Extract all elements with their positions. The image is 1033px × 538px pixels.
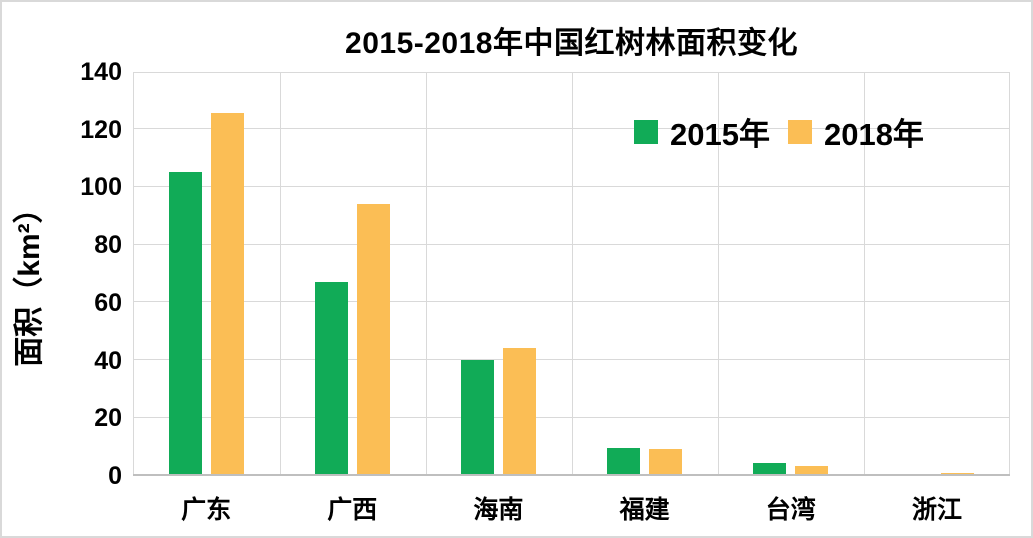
gridline-h-100: [134, 185, 1009, 187]
gridline-h-20: [134, 416, 1009, 418]
bar-group-广东: [134, 73, 280, 475]
y-tick-60: 60: [94, 288, 122, 317]
legend-swatch-2018: [787, 119, 812, 144]
y-tick-140: 140: [80, 58, 122, 86]
y-tick-120: 120: [80, 115, 122, 144]
bar-2015年-海南: [461, 359, 495, 475]
bar-group-台湾: [717, 73, 863, 475]
bar-2018年-广西: [357, 203, 391, 475]
y-axis-title: 面积（km²）: [13, 193, 46, 367]
x-label-福建: 福建: [619, 496, 670, 524]
bar-group-广西: [280, 73, 426, 475]
gridline-h-60: [134, 301, 1009, 303]
bar-2018年-福建: [648, 449, 682, 475]
y-tick-100: 100: [80, 173, 122, 202]
y-tick-0: 0: [108, 462, 122, 490]
x-label-台湾: 台湾: [765, 496, 816, 524]
bar-2015年-广东: [169, 172, 203, 475]
legend-item-2015: 2015年: [634, 109, 770, 154]
gridline-h-40: [134, 359, 1009, 361]
y-tick-80: 80: [94, 231, 122, 260]
y-tick-20: 20: [94, 404, 122, 433]
x-label-广西: 广西: [327, 496, 378, 524]
x-axis-labels: 广东 广西 海南 福建 台湾 浙江: [133, 490, 1010, 526]
legend-label-2015: 2015年: [670, 117, 770, 152]
gridline-v-3: [572, 73, 573, 475]
bar-group-海南: [426, 73, 572, 475]
gridline-v-2: [425, 73, 427, 475]
gridline-h-80: [134, 243, 1009, 245]
gridline-v-5: [864, 73, 866, 475]
bar-2015年-广西: [315, 281, 349, 475]
y-tick-40: 40: [94, 346, 122, 375]
x-label-浙江: 浙江: [911, 496, 962, 524]
legend-item-2018: 2018年: [787, 109, 924, 154]
bar-2015年-福建: [606, 447, 640, 475]
x-label-海南: 海南: [473, 496, 524, 524]
legend: 2015年 2018年: [634, 109, 924, 154]
gridline-v-1: [279, 73, 281, 475]
chart-title: 2015-2018年中国红树林面积变化: [345, 27, 798, 60]
bar-groups: [134, 73, 1009, 475]
bar-2018年-台湾: [794, 466, 828, 475]
bar-group-福建: [571, 73, 717, 475]
bar-2018年-广东: [211, 112, 245, 475]
bar-2018年-浙江: [940, 472, 974, 475]
bar-2018年-海南: [503, 348, 537, 475]
x-label-广东: 广东: [181, 496, 232, 524]
gridline-v-4: [718, 73, 720, 475]
bar-2015年-台湾: [752, 463, 786, 475]
legend-swatch-2015: [634, 119, 658, 144]
gridline-h-120: [134, 128, 1009, 130]
plot-area: 2015年 2018年: [133, 72, 1010, 476]
legend-label-2018: 2018年: [823, 117, 924, 152]
x-axis-line: [133, 474, 1010, 476]
